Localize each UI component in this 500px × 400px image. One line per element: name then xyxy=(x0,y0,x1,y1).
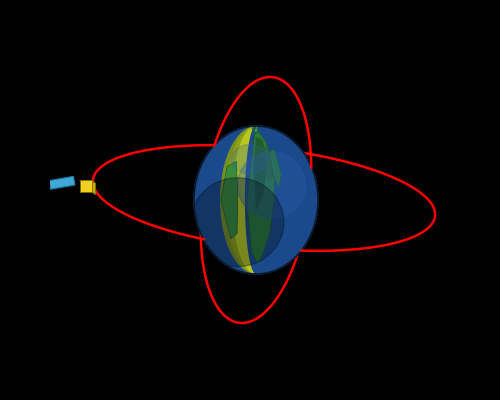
Polygon shape xyxy=(80,180,92,192)
Polygon shape xyxy=(253,137,268,212)
Ellipse shape xyxy=(210,138,310,256)
Polygon shape xyxy=(252,126,256,130)
Polygon shape xyxy=(80,180,96,184)
Polygon shape xyxy=(260,144,274,183)
Ellipse shape xyxy=(194,126,318,274)
Polygon shape xyxy=(225,127,254,273)
Ellipse shape xyxy=(194,126,318,274)
Polygon shape xyxy=(49,176,75,189)
Ellipse shape xyxy=(197,128,316,270)
Ellipse shape xyxy=(231,144,268,174)
Polygon shape xyxy=(220,127,252,273)
Ellipse shape xyxy=(230,153,298,234)
Ellipse shape xyxy=(191,178,284,266)
Ellipse shape xyxy=(238,152,306,218)
Polygon shape xyxy=(92,180,96,195)
Polygon shape xyxy=(221,161,238,239)
Polygon shape xyxy=(269,149,281,188)
Polygon shape xyxy=(246,132,275,263)
Polygon shape xyxy=(254,126,258,133)
